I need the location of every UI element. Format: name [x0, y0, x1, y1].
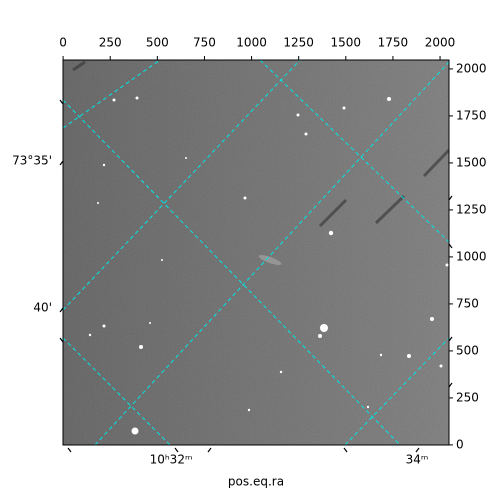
y-tick-label: 2000 — [456, 61, 487, 75]
image — [63, 60, 449, 445]
wcs-ticks — [59, 99, 453, 453]
x-tick-label: 1250 — [283, 36, 314, 50]
x-tick-label: 750 — [193, 36, 216, 50]
y-tick-label: 1500 — [456, 155, 487, 169]
y-tick-label: 1000 — [456, 249, 487, 263]
x-tick-label: 250 — [99, 36, 122, 50]
x-tick-label: 2000 — [425, 36, 456, 50]
x-tick-label: 1000 — [236, 36, 267, 50]
ra-label: 10ʰ32ᵐ — [150, 453, 193, 467]
x-axis-label: pos.eq.ra — [228, 475, 284, 489]
y-tick-label: 250 — [456, 390, 479, 404]
axes-frame — [62, 59, 450, 446]
y-tick-label: 1750 — [456, 108, 487, 122]
image-noise — [63, 60, 449, 445]
ra-label: 34ᵐ — [406, 453, 429, 467]
coordinate-grid — [63, 60, 449, 445]
dec-label: 40' — [33, 301, 52, 315]
y-tick-label: 750 — [456, 296, 479, 310]
x-tick-label: 500 — [146, 36, 169, 50]
dec-label: 73°35' — [12, 154, 52, 168]
x-tick-label: 1500 — [331, 36, 362, 50]
x-tick-label: 0 — [59, 36, 67, 50]
y-tick-label: 0 — [456, 437, 464, 451]
y-tick-label: 1250 — [456, 202, 487, 216]
y-tick-label: 500 — [456, 343, 479, 357]
x-tick-label: 1750 — [378, 36, 409, 50]
stars — [88, 96, 449, 435]
